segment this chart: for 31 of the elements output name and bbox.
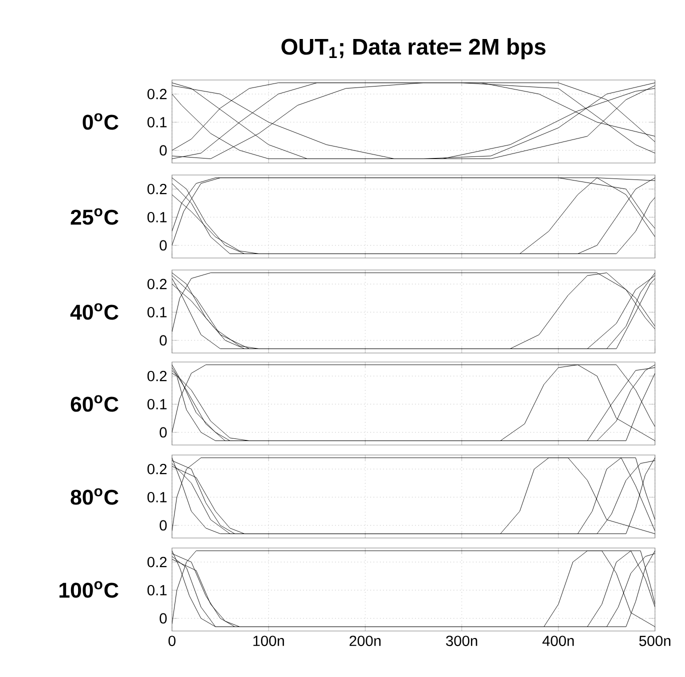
chart-title: OUT$_{1}$; Data rate= 2M bps	[282, 38, 546, 60]
y-tick-label: 0.2	[147, 370, 167, 382]
x-tick-label: 0	[168, 636, 176, 646]
y-tick-label: 0.2	[147, 184, 167, 194]
y-tick-label: 0	[160, 145, 167, 156]
y-axis-title: 60$^{o}$C	[70, 395, 118, 412]
x-tick-label: 200n	[350, 636, 381, 646]
x-tick-label: 400n	[542, 636, 574, 646]
x-tick-label: 300n	[446, 636, 478, 646]
y-tick-label: 0	[160, 520, 167, 531]
y-tick-label: 0.1	[147, 307, 167, 318]
y-tick-label: 0	[160, 613, 167, 624]
y-axis-title: 80$^{o}$C	[70, 488, 118, 505]
y-tick-label: 0.1	[147, 492, 167, 502]
y-axis-title: 40$^{o}$C	[70, 303, 118, 320]
y-tick-label: 0.2	[147, 88, 167, 100]
y-tick-label: 0.2	[147, 278, 167, 290]
y-axis-title: 100$^{o}$C	[60, 581, 118, 598]
y-tick-label: 0.2	[147, 464, 167, 474]
y-axis-title: 0$^{o}$C	[82, 113, 118, 130]
y-axis-title: 25$^{o}$C	[70, 208, 118, 225]
y-tick-label: 0.1	[147, 212, 167, 222]
y-tick-label: 0.1	[147, 585, 167, 596]
y-tick-label: 0.1	[147, 399, 167, 410]
y-tick-label: 0	[160, 240, 167, 251]
y-tick-label: 0	[160, 335, 167, 346]
y-tick-label: 0	[160, 427, 167, 438]
y-tick-label: 0.1	[147, 117, 167, 128]
x-tick-label: 500n	[639, 636, 670, 646]
x-tick-label: 100n	[253, 636, 284, 646]
y-tick-label: 0.2	[147, 556, 167, 568]
